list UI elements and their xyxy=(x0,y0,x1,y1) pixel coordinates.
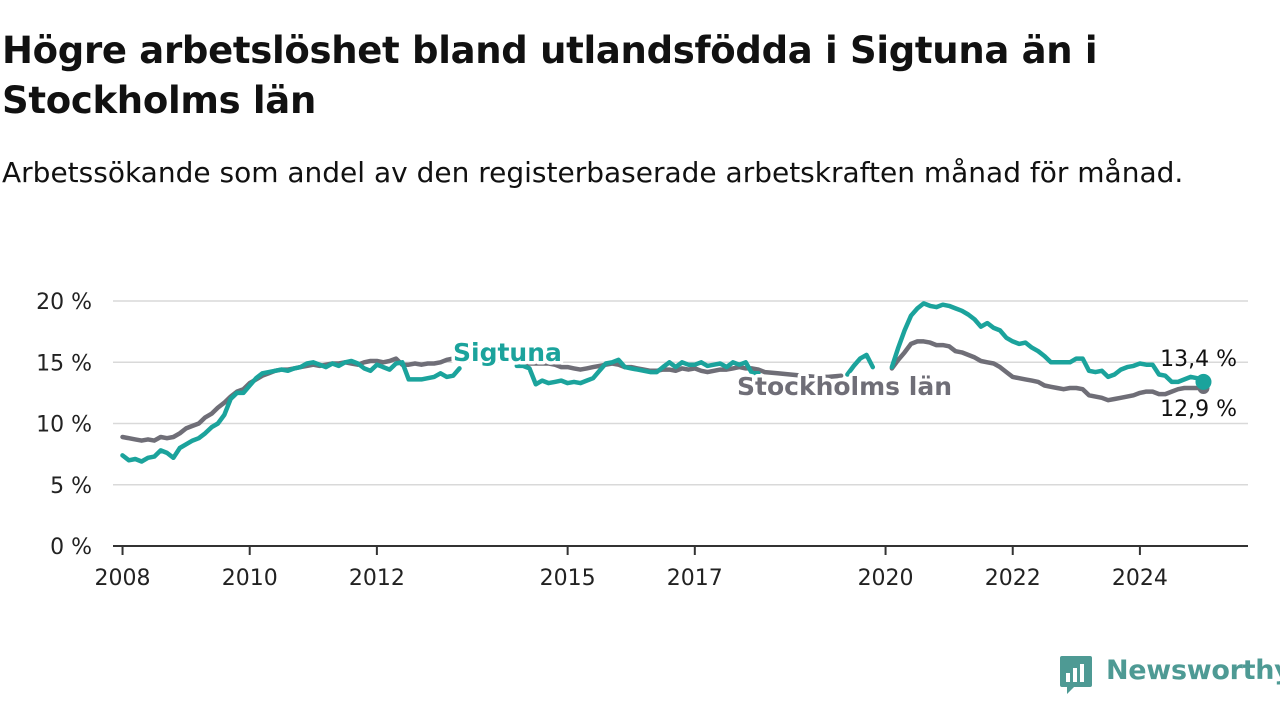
series-label-sigtuna-halo: Sigtuna xyxy=(453,338,562,367)
line-chart: 0 % 5 % 10 % 15 % 20 % 2008 2010 2012 2015 2017 20… xyxy=(36,290,1248,591)
y-tick-label: 10 % xyxy=(36,413,92,438)
x-tick-label: 2015 xyxy=(540,566,596,591)
y-tick-label: 5 % xyxy=(50,474,92,499)
chart-title: Högre arbetslöshet bland utlandsfödda i … xyxy=(2,29,1098,122)
y-tick-label: 20 % xyxy=(36,290,92,315)
series-label-stockholm-halo: Stockholms län xyxy=(737,372,952,401)
newsworthy-logo-icon xyxy=(1060,656,1092,694)
x-tick-label: 2020 xyxy=(858,566,914,591)
y-tick-label: 0 % xyxy=(50,535,92,560)
x-tick-label: 2010 xyxy=(222,566,278,591)
x-tick-label: 2024 xyxy=(1112,566,1168,591)
series-label-stockholm: Stockholms län xyxy=(737,372,952,401)
x-tick-label: 2022 xyxy=(985,566,1041,591)
end-label-sigtuna: 13,4 % xyxy=(1160,347,1237,372)
x-tick-label: 2017 xyxy=(667,566,723,591)
x-tick-label: 2012 xyxy=(349,566,405,591)
series-line-sigtuna xyxy=(120,301,1206,464)
brand-logo: Newsworthy xyxy=(1058,654,1280,694)
chart-subtitle: Arbetssökande som andel av den registerb… xyxy=(2,156,1184,189)
brand-name: Newsworthy xyxy=(1106,655,1280,686)
end-label-stockholm: 12,9 % xyxy=(1160,397,1237,422)
end-point-sigtuna xyxy=(1195,373,1212,390)
series-label-sigtuna: Sigtuna xyxy=(453,338,562,367)
y-tick-label: 15 % xyxy=(36,351,92,376)
x-tick-label: 2008 xyxy=(95,566,151,591)
